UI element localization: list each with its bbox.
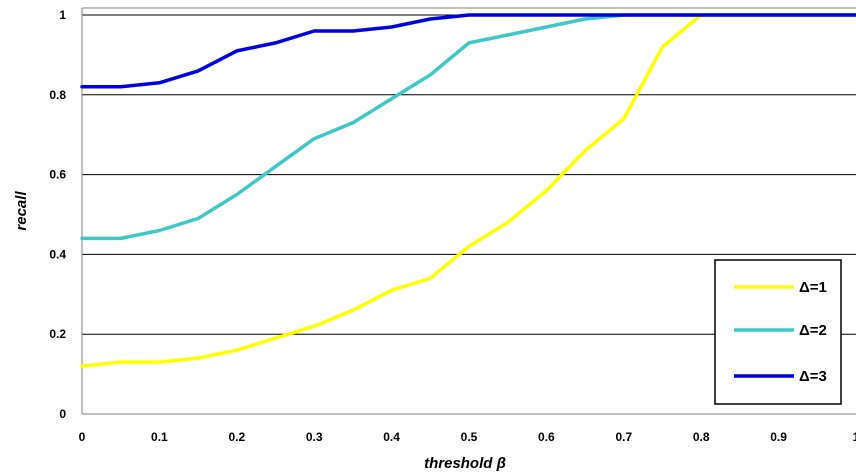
y-tick-labels: 0 0.2 0.4 0.6 0.8 1 <box>49 8 66 421</box>
x-tick-label: 0.7 <box>615 430 632 444</box>
series-line-2 <box>82 15 856 238</box>
x-tick-label: 0.9 <box>770 430 787 444</box>
legend-label-1: Δ=1 <box>799 279 827 296</box>
y-tick-label: 0.2 <box>49 327 66 341</box>
legend-label-2: Δ=2 <box>799 322 827 339</box>
y-tick-label: 0.4 <box>49 247 66 261</box>
x-tick-label: 0.6 <box>538 430 555 444</box>
x-tick-label: 0.3 <box>306 430 323 444</box>
y-tick-label: 0.6 <box>49 168 66 182</box>
y-tick-label: 0.8 <box>49 88 66 102</box>
x-axis-label: threshold β <box>424 455 506 472</box>
x-tick-label: 0.2 <box>228 430 245 444</box>
y-tick-label: 0 <box>59 407 66 421</box>
x-tick-label: 0 <box>79 430 86 444</box>
x-tick-label: 0.1 <box>151 430 168 444</box>
x-tick-label: 1 <box>853 430 856 444</box>
legend: Δ=1 Δ=2 Δ=3 <box>715 260 841 404</box>
x-tick-label: 0.5 <box>461 430 478 444</box>
legend-label-3: Δ=3 <box>799 368 827 385</box>
y-tick-label: 1 <box>59 8 66 22</box>
y-axis-label: recall <box>13 191 30 231</box>
x-tick-labels: 0 0.1 0.2 0.3 0.4 0.5 0.6 0.7 0.8 0.9 1 <box>79 430 856 444</box>
x-tick-label: 0.8 <box>693 430 710 444</box>
x-tick-label: 0.4 <box>383 430 400 444</box>
series-line-3 <box>82 15 856 87</box>
